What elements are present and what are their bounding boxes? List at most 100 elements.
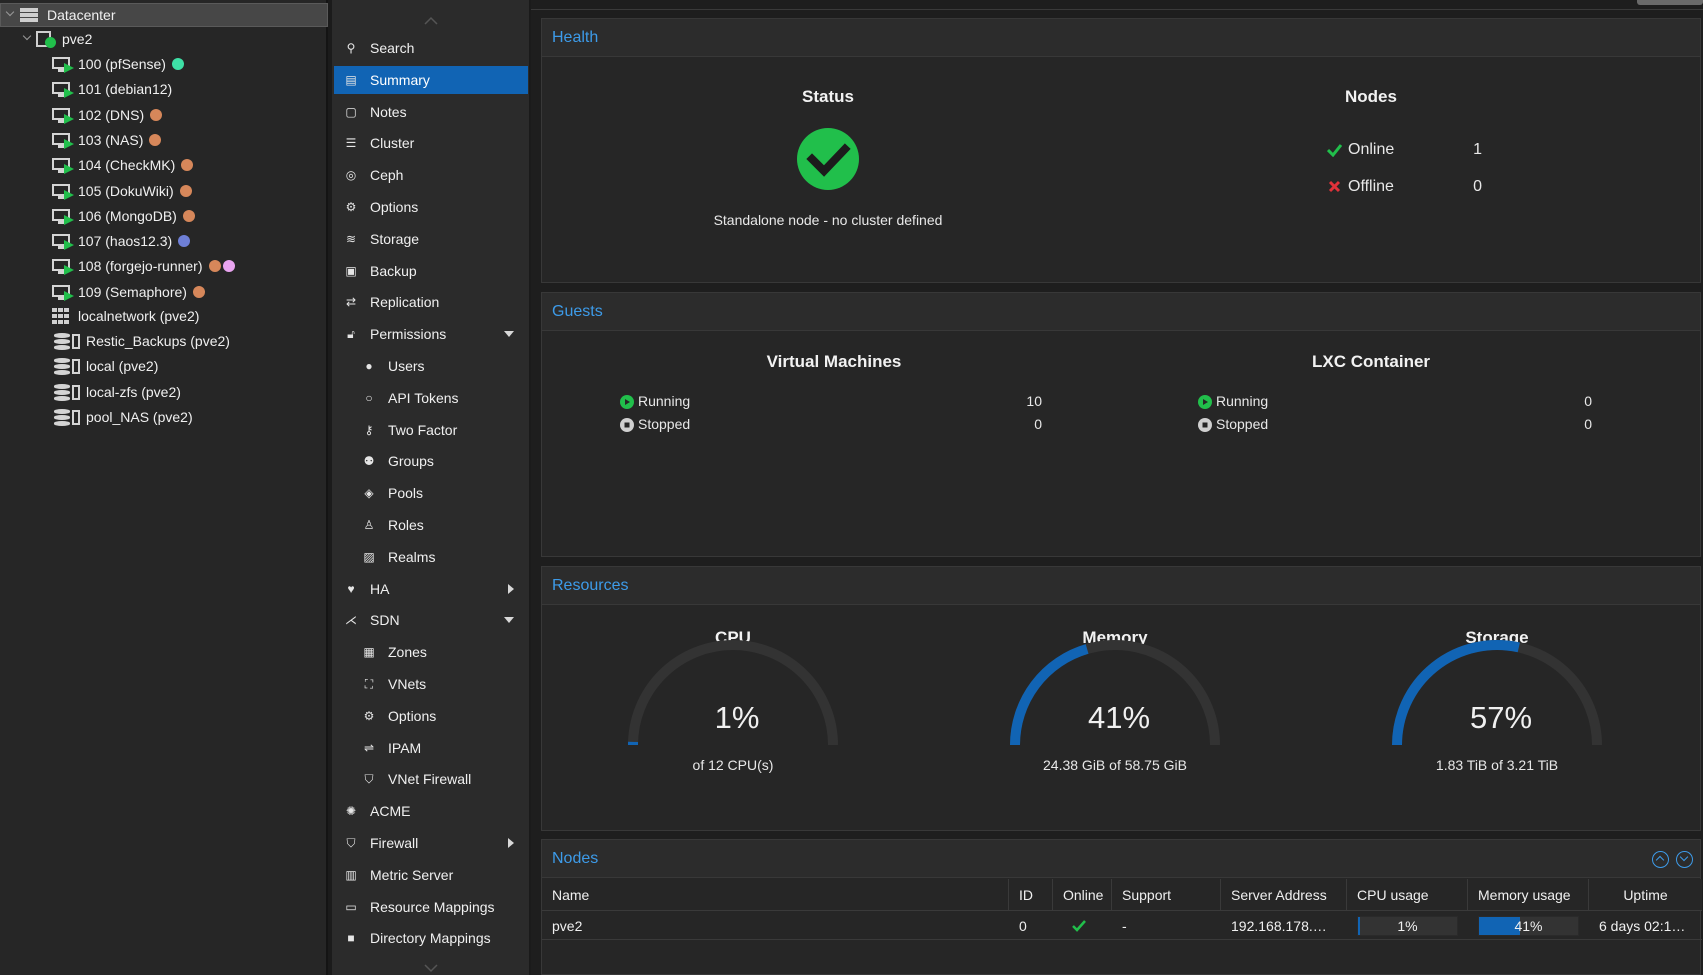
caret-right-icon[interactable] xyxy=(508,838,514,848)
cell-name: pve2 xyxy=(552,918,583,934)
play-circle-icon xyxy=(620,395,634,409)
menu-item-pools[interactable]: ◈ Pools xyxy=(334,479,528,507)
column-header-server-address[interactable]: Server Address xyxy=(1221,879,1347,911)
menu-item-users[interactable]: ● Users xyxy=(334,352,528,380)
bar-chart-icon: ▥ xyxy=(345,867,357,882)
play-circle-icon xyxy=(1198,395,1212,409)
tree-item-storage[interactable]: local-zfs (pve2) xyxy=(0,380,328,404)
memory-usage-text: 41% xyxy=(1514,918,1543,934)
expand-chevron-icon[interactable] xyxy=(22,33,34,45)
menu-item-search[interactable]: ⚲ Search xyxy=(334,34,528,62)
menu-item-replication[interactable]: ⇄ Replication xyxy=(334,288,528,316)
toolbar-button[interactable] xyxy=(1637,0,1703,5)
tree-item-vm[interactable]: 101 (debian12) xyxy=(0,77,328,101)
menu-item-options[interactable]: ⚙ Options xyxy=(334,702,528,730)
column-header-id[interactable]: ID xyxy=(1009,879,1053,911)
tree-item-vm[interactable]: 107 (haos12.3) xyxy=(0,229,328,253)
tree-item-storage[interactable]: local (pve2) xyxy=(0,354,328,378)
datacenter-label: Datacenter xyxy=(47,7,116,23)
menu-item-label: Replication xyxy=(370,294,440,311)
offline-label: Offline xyxy=(1348,178,1394,195)
menu-item-api-tokens[interactable]: ○ API Tokens xyxy=(334,384,528,412)
vm-running-icon xyxy=(52,131,74,149)
caret-down-icon[interactable] xyxy=(504,617,514,624)
menu-item-options[interactable]: ⚙ Options xyxy=(334,193,528,221)
tree-item-datacenter[interactable]: Datacenter xyxy=(0,3,328,27)
lxc-stopped-value: 0 xyxy=(1584,416,1592,432)
tag-dot xyxy=(179,184,192,197)
tree-item-storage[interactable]: pool_NAS (pve2) xyxy=(0,405,328,429)
menu-item-two-factor[interactable]: ⚷ Two Factor xyxy=(334,416,528,444)
menu-item-ha[interactable]: ♥ HA xyxy=(334,575,528,603)
menu-item-label: HA xyxy=(370,580,390,597)
tree-item-vm[interactable]: 105 (DokuWiki) xyxy=(0,179,328,203)
menu-item-backup[interactable]: ▣ Backup xyxy=(334,257,528,285)
expand-chevron-icon[interactable] xyxy=(5,9,17,21)
gauge-fill xyxy=(1010,644,1089,746)
tag-dot xyxy=(192,285,205,298)
resources-panel: Resources CPU 1% of 12 CPU(s) Memory 41% 24.3… xyxy=(541,566,1701,831)
storage-icon xyxy=(54,383,82,401)
tree-item-vm[interactable]: 109 (Semaphore) xyxy=(0,280,328,304)
menu-item-ceph[interactable]: ◎ Ceph xyxy=(334,161,528,189)
menu-item-summary[interactable]: ▤ Summary xyxy=(334,65,528,94)
menu-item-notes[interactable]: ▢ Notes xyxy=(334,98,528,126)
expand-down-icon[interactable] xyxy=(1676,851,1693,868)
gauge-subtext: of 12 CPU(s) xyxy=(692,757,774,773)
server-icon: ☰ xyxy=(345,136,357,151)
column-header-online[interactable]: Online xyxy=(1053,879,1112,911)
vm-running-icon xyxy=(52,232,74,251)
tag-dot xyxy=(208,260,221,273)
menu-item-acme[interactable]: ✺ ACME xyxy=(334,797,528,825)
tree-item-vm[interactable]: 106 (MongoDB) xyxy=(0,204,328,228)
menu-item-realms[interactable]: ▨ Realms xyxy=(334,543,528,571)
tree-item-node[interactable]: pve2 xyxy=(0,27,328,51)
online-value: 1 xyxy=(1473,141,1482,158)
column-header-memory-usage[interactable]: Memory usage xyxy=(1468,879,1589,911)
vm-label: 100 (pfSense) xyxy=(78,56,166,72)
menu-item-directory-mappings[interactable]: ■ Directory Mappings xyxy=(334,924,528,952)
collapse-up-icon[interactable] xyxy=(1652,851,1669,868)
menu-item-metric-server[interactable]: ▥ Metric Server xyxy=(334,861,528,889)
menu-item-vnet-firewall[interactable]: ⛉ VNet Firewall xyxy=(334,765,528,793)
menu-item-permissions[interactable]: 🔓︎ Permissions xyxy=(334,320,528,348)
caret-right-icon[interactable] xyxy=(508,583,514,594)
column-header-name[interactable]: Name xyxy=(542,879,1009,911)
tree-item-network[interactable]: localnetwork (pve2) xyxy=(0,304,328,328)
column-header-cpu-usage[interactable]: CPU usage xyxy=(1347,879,1468,911)
menu-item-groups[interactable]: ⚉ Groups xyxy=(334,447,528,475)
guests-panel: Guests Virtual Machines Running 10 Stopp… xyxy=(541,292,1701,557)
menu-item-firewall[interactable]: ⛉ Firewall xyxy=(334,829,528,857)
nodes-heading: Nodes xyxy=(1345,87,1397,106)
gear-icon: ⚙ xyxy=(363,708,375,723)
menu-item-label: Backup xyxy=(370,262,417,279)
tree-item-vm[interactable]: 103 (NAS) xyxy=(0,128,328,152)
vm-label: 107 (haos12.3) xyxy=(78,233,173,250)
menu-item-cluster[interactable]: ☰ Cluster xyxy=(334,129,528,157)
menu-item-resource-mappings[interactable]: ▭ Resource Mappings xyxy=(334,893,528,921)
menu-item-label: Zones xyxy=(388,644,427,661)
menu-item-roles[interactable]: ♙ Roles xyxy=(334,511,528,539)
tree-item-vm[interactable]: 100 (pfSense) xyxy=(0,52,328,76)
column-header-support[interactable]: Support xyxy=(1112,879,1221,911)
vm-label: 104 (CheckMK) xyxy=(78,157,176,174)
menu-item-storage[interactable]: ≋ Storage xyxy=(334,225,528,253)
menu-item-ipam[interactable]: ⇌ IPAM xyxy=(334,734,528,762)
menu-item-zones[interactable]: ▦ Zones xyxy=(334,638,528,666)
table-row[interactable]: pve2 0 - 192.168.178.… 1% 41% 6 days 02:… xyxy=(542,912,1702,940)
tree-item-vm[interactable]: 102 (DNS) xyxy=(0,103,328,127)
tree-item-storage[interactable]: Restic_Backups (pve2) xyxy=(0,329,328,353)
tag-dot xyxy=(149,133,162,146)
tree-item-vm[interactable]: 104 (CheckMK) xyxy=(0,153,328,177)
tree-item-vm[interactable]: 108 (forgejo-runner) xyxy=(0,254,328,278)
scroll-up-icon[interactable] xyxy=(424,16,438,26)
male-icon: ♙ xyxy=(363,518,375,532)
column-header-uptime[interactable]: Uptime xyxy=(1623,887,1668,903)
menu-item-sdn[interactable]: ⋌ SDN xyxy=(334,606,528,634)
caret-down-icon[interactable] xyxy=(504,331,514,338)
scroll-down-icon[interactable] xyxy=(424,963,438,973)
storage-icon xyxy=(54,357,82,376)
main-content: Health Status Standalone node - no clust… xyxy=(531,0,1703,975)
menu-item-vnets[interactable]: ⛶ VNets xyxy=(334,670,528,698)
gauge-arc xyxy=(1392,640,1602,746)
